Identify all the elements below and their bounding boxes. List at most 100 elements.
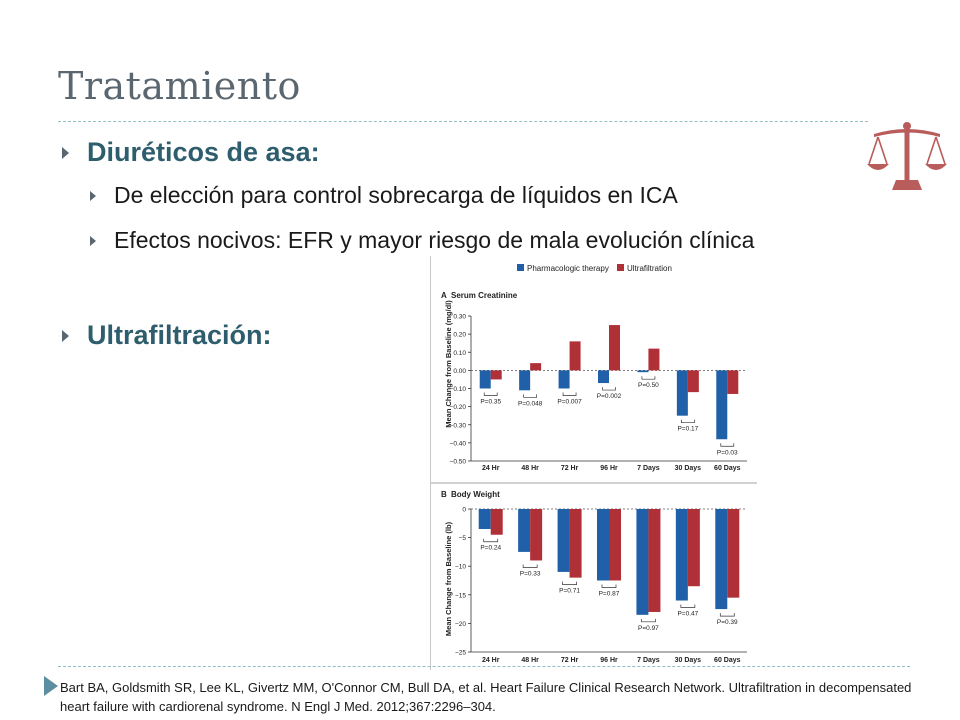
legend-swatch-pharmacologic: [517, 264, 524, 271]
panel-a-pvalue-label: P=0.35: [480, 399, 501, 406]
panel-b-letter: B: [441, 490, 447, 499]
panel-b-pvalue-label: P=0.71: [559, 588, 580, 595]
panel-b-bar-ultrafiltration: [490, 509, 503, 535]
panel-a-letter: A: [441, 291, 447, 300]
panel-b-pvalue-bracket: [483, 538, 499, 543]
panel-a-y-tick-label: 0.10: [453, 350, 466, 357]
panel-a-y-tick-label: −0.10: [450, 386, 467, 393]
panel-a-bar-ultrafiltration: [530, 363, 542, 371]
panel-a-pvalue-bracket: [641, 376, 656, 380]
panel-a-category-label: 96 Hr: [600, 465, 618, 472]
panel-a-category-label: 24 Hr: [482, 465, 500, 472]
panel-a-bar-ultrafiltration: [569, 341, 581, 371]
panel-a-y-tick-label: −0.40: [450, 440, 467, 447]
panel-a-title: Serum Creatinine: [451, 291, 518, 300]
panel-b-category-label: 96 Hr: [600, 657, 618, 664]
sub-bullet-text: Efectos nocivos: EFR y mayor riesgo de m…: [114, 227, 755, 253]
panel-a-category-label: 7 Days: [637, 465, 660, 472]
panel-b-pvalue-bracket: [641, 618, 656, 623]
panel-b-bar-pharmacologic: [636, 509, 649, 615]
panel-b-category-label: 48 Hr: [521, 657, 539, 664]
slide-title: Tratamiento: [58, 64, 301, 108]
panel-b-bar-pharmacologic: [557, 509, 570, 572]
panel-a-bar-pharmacologic: [519, 370, 531, 391]
panel-a-pvalue-label: P=0.048: [518, 400, 543, 407]
panel-a-bar-ultrafiltration: [490, 370, 502, 380]
panel-a-pvalue-bracket: [720, 443, 735, 447]
panel-b-bar-ultrafiltration: [530, 509, 543, 561]
panel-b-y-tick-label: −10: [455, 564, 466, 571]
chart-legend: Pharmacologic therapy Ultrafiltration: [517, 264, 672, 273]
panel-b-bar-ultrafiltration: [687, 509, 700, 587]
panel-a-category-label: 72 Hr: [561, 465, 579, 472]
panel-a-pvalue-label: P=0.007: [557, 399, 582, 406]
panel-a-y-tick-label: 0.20: [453, 332, 466, 339]
panel-a-pvalue-bracket: [483, 392, 498, 396]
panel-b-y-tick-label: 0: [462, 507, 466, 514]
panel-a-pvalue-bracket: [562, 392, 577, 396]
panel-a-y-tick-label: −0.30: [450, 422, 467, 429]
bullet-arrow-icon: [62, 329, 69, 342]
panel-a-pvalue-label: P=0.50: [638, 382, 659, 389]
panel-a-category-label: 60 Days: [714, 465, 741, 472]
panel-b-pvalue-bracket: [522, 564, 538, 568]
footer-divider: [58, 666, 910, 667]
panel-b-pvalue-label: P=0.97: [638, 625, 659, 632]
panel-a-plot: 0.30 0.20 0.10 0.00 −0.10 −0.20 −0.30 −0.40 −0.5…: [450, 314, 747, 472]
panel-b-pvalue-bracket: [601, 584, 617, 588]
panel-b-category-label: 30 Days: [675, 657, 702, 664]
panel-b-pvalue-bracket: [719, 613, 735, 617]
bullet-arrow-icon: [90, 190, 96, 201]
panel-b-ylabel: Mean Change from Baseline (lb): [444, 521, 453, 636]
bullet-heading-diureticos: Diuréticos de asa:: [87, 137, 320, 167]
panel-b-bar-pharmacologic: [518, 509, 531, 552]
panel-b-title: Body Weight: [451, 490, 500, 499]
panel-a-bar-pharmacologic: [637, 370, 649, 373]
panel-a-y-tick-label: −0.20: [450, 404, 467, 411]
panel-a-bar-ultrafiltration: [609, 325, 620, 371]
panel-b-y-tick-label: −15: [455, 592, 466, 599]
panel-a-bar-pharmacologic: [676, 370, 688, 416]
panel-a-bar-pharmacologic: [598, 370, 609, 384]
panel-b-y-tick-label: −25: [455, 650, 466, 657]
bullet-ultrafiltracion: Ultrafiltración:: [62, 320, 272, 351]
panel-b-y-tick-label: −20: [455, 621, 466, 628]
panel-b-pvalue-bracket: [562, 581, 577, 585]
panel-b-category-label: 7 Days: [637, 657, 660, 664]
panel-a-pvalue-label: P=0.002: [597, 393, 622, 400]
legend-label-ultrafiltration: Ultrafiltration: [627, 264, 672, 273]
panel-b-pvalue-label: P=0.47: [677, 611, 698, 618]
bullet-heading-ultrafiltracion: Ultrafiltración:: [87, 320, 272, 350]
bullet-arrow-icon: [62, 146, 69, 159]
panel-b-category-label: 72 Hr: [561, 657, 579, 664]
panel-a-bar-ultrafiltration: [687, 370, 699, 393]
panel-a-y-tick-label: −0.50: [450, 459, 467, 466]
panel-b-bar-ultrafiltration: [609, 509, 621, 581]
panel-a-ylabel: Mean Change from Baseline (mg/dl): [444, 300, 453, 428]
panel-a-bar-ultrafiltration: [648, 348, 660, 371]
panel-b-category-label: 24 Hr: [482, 657, 500, 664]
chart-svg: Pharmacologic therapy Ultrafiltration A …: [431, 264, 757, 664]
citation-reference: Bart BA, Goldsmith SR, Lee KL, Givertz M…: [60, 680, 912, 714]
panel-b-bar-ultrafiltration: [648, 509, 661, 612]
legend-label-pharmacologic: Pharmacologic therapy: [527, 264, 609, 273]
reference-marker-icon: [44, 676, 58, 696]
panel-a-bar-pharmacologic: [479, 370, 491, 389]
legend-swatch-ultrafiltration: [617, 264, 624, 271]
panel-b-pvalue-label: P=0.87: [599, 591, 620, 598]
panel-b-bar-pharmacologic: [597, 509, 609, 581]
panel-a-y-tick-label: 0.30: [453, 314, 466, 321]
panel-a-pvalue-bracket: [681, 419, 695, 424]
title-divider: [58, 121, 868, 122]
sub-bullet-efectos: Efectos nocivos: EFR y mayor riesgo de m…: [90, 227, 754, 254]
panel-b-bar-pharmacologic: [478, 509, 491, 530]
panel-b-bar-ultrafiltration: [727, 509, 740, 598]
panel-a-bar-pharmacologic: [716, 370, 728, 440]
panel-a-y-tick-label: 0.00: [453, 368, 466, 375]
panel-b-bar-ultrafiltration: [569, 509, 582, 578]
panel-b-pvalue-bracket: [680, 604, 696, 608]
panel-a-pvalue-label: P=0.03: [717, 449, 738, 456]
chart-figure: Pharmacologic therapy Ultrafiltration A …: [430, 256, 757, 670]
sub-bullet-text: De elección para control sobrecarga de l…: [114, 182, 678, 208]
panel-b-bar-pharmacologic: [675, 509, 688, 601]
